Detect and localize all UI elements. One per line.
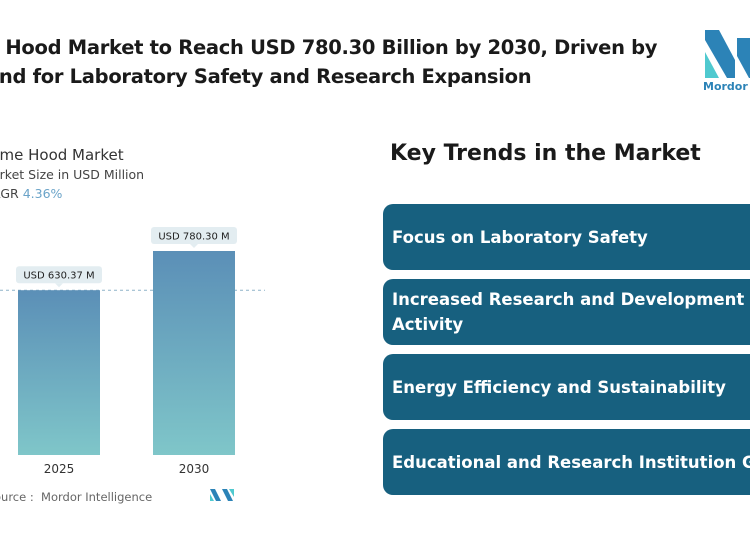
- mordor-small-logo-icon: [210, 489, 234, 501]
- logo-text: Mordor In: [703, 80, 750, 93]
- bar-chart: USD 630.37 M 2025 USD 780.30 M 2030: [0, 227, 265, 476]
- trend-item: Focus on Laboratory Safety: [383, 204, 750, 270]
- trend-item: Increased Research and Development Activ…: [383, 279, 750, 345]
- x-tick-label: 2025: [44, 462, 75, 476]
- trend-item: Energy Efficiency and Sustainability: [383, 354, 750, 420]
- bar-2030: [153, 251, 235, 455]
- trend-item: Educational and Research Institution G: [383, 429, 750, 495]
- source-label: ource :: [0, 490, 34, 504]
- cagr-value: 4.36%: [22, 186, 63, 201]
- title-line-1: e Hood Market to Reach USD 780.30 Billio…: [0, 36, 658, 59]
- x-tick-label: 2030: [179, 462, 210, 476]
- data-label-bg: [16, 266, 102, 284]
- cagr-label: AGR: [0, 186, 19, 201]
- cagr: AGR 4.36%: [0, 186, 62, 201]
- title-line-2: and for Laboratory Safety and Research E…: [0, 65, 532, 88]
- data-label: USD 780.30 M: [158, 232, 229, 243]
- chart-title: ume Hood Market: [0, 146, 124, 164]
- data-label-pointer: [190, 244, 198, 248]
- source-value: Mordor Intelligence: [41, 490, 153, 504]
- data-label: USD 630.37 M: [23, 271, 94, 282]
- chart-subtitle: arket Size in USD Million: [0, 167, 145, 182]
- page-title: e Hood Market to Reach USD 780.30 Billio…: [0, 33, 686, 91]
- source: ource : Mordor Intelligence: [0, 490, 152, 504]
- data-label-bg: [151, 227, 237, 244]
- key-trends-heading: Key Trends in the Market: [390, 141, 701, 166]
- data-label-pointer: [55, 283, 63, 288]
- bar-2025: [18, 290, 100, 455]
- mordor-logo-icon: [705, 30, 750, 78]
